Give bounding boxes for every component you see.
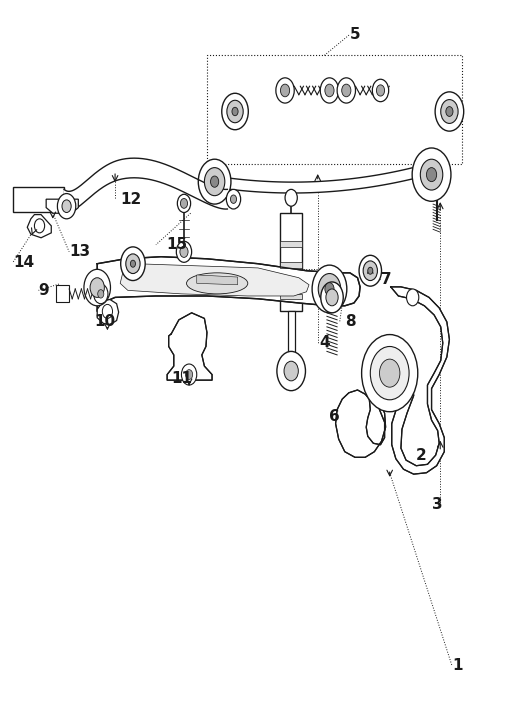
Circle shape bbox=[373, 79, 389, 102]
Text: 12: 12 bbox=[120, 192, 141, 206]
Circle shape bbox=[321, 282, 343, 312]
Circle shape bbox=[379, 359, 400, 387]
Circle shape bbox=[337, 78, 356, 103]
Text: 8: 8 bbox=[345, 315, 356, 329]
Circle shape bbox=[441, 100, 458, 124]
Text: 14: 14 bbox=[13, 255, 34, 270]
Polygon shape bbox=[335, 287, 449, 474]
Circle shape bbox=[181, 199, 187, 209]
Polygon shape bbox=[120, 264, 309, 296]
Circle shape bbox=[326, 289, 338, 306]
Polygon shape bbox=[97, 300, 119, 325]
Text: 6: 6 bbox=[329, 409, 340, 424]
Circle shape bbox=[407, 289, 419, 306]
Circle shape bbox=[186, 370, 192, 380]
Bar bbox=[280, 280, 302, 286]
Circle shape bbox=[285, 189, 297, 206]
Circle shape bbox=[320, 78, 338, 103]
Bar bbox=[280, 241, 302, 247]
Circle shape bbox=[98, 290, 104, 298]
Circle shape bbox=[35, 219, 45, 233]
Circle shape bbox=[342, 84, 351, 97]
Circle shape bbox=[227, 100, 243, 123]
Circle shape bbox=[318, 274, 341, 305]
Circle shape bbox=[446, 107, 453, 117]
Circle shape bbox=[62, 200, 71, 213]
Circle shape bbox=[57, 194, 76, 219]
Bar bbox=[280, 294, 302, 300]
Circle shape bbox=[281, 84, 289, 97]
Circle shape bbox=[182, 364, 197, 385]
Bar bbox=[56, 286, 69, 303]
Bar bbox=[280, 214, 302, 311]
Circle shape bbox=[325, 84, 334, 97]
Circle shape bbox=[121, 247, 145, 281]
Text: 4: 4 bbox=[319, 336, 330, 351]
Circle shape bbox=[377, 85, 384, 96]
Polygon shape bbox=[27, 215, 51, 238]
Circle shape bbox=[363, 261, 377, 281]
Circle shape bbox=[90, 278, 104, 298]
Bar bbox=[207, 55, 462, 164]
Circle shape bbox=[359, 255, 381, 286]
Circle shape bbox=[131, 260, 136, 267]
Text: 9: 9 bbox=[39, 283, 49, 298]
Circle shape bbox=[180, 246, 188, 257]
Bar bbox=[287, 311, 295, 361]
Text: 13: 13 bbox=[69, 245, 90, 259]
Circle shape bbox=[231, 195, 236, 204]
Text: 15: 15 bbox=[166, 238, 187, 252]
Circle shape bbox=[362, 334, 418, 411]
Circle shape bbox=[421, 159, 443, 190]
Circle shape bbox=[232, 107, 238, 116]
Circle shape bbox=[368, 267, 373, 274]
Circle shape bbox=[312, 265, 347, 312]
Text: 1: 1 bbox=[452, 658, 462, 673]
Circle shape bbox=[178, 194, 190, 213]
Text: 3: 3 bbox=[431, 497, 442, 512]
Circle shape bbox=[227, 189, 240, 209]
Circle shape bbox=[204, 168, 225, 196]
Circle shape bbox=[198, 159, 231, 204]
Circle shape bbox=[412, 148, 451, 201]
Circle shape bbox=[211, 176, 219, 187]
Polygon shape bbox=[97, 257, 360, 311]
Circle shape bbox=[325, 283, 334, 296]
Circle shape bbox=[426, 168, 437, 182]
Circle shape bbox=[126, 254, 140, 274]
Polygon shape bbox=[167, 312, 212, 380]
Circle shape bbox=[84, 269, 110, 306]
Text: 2: 2 bbox=[416, 448, 427, 462]
Circle shape bbox=[222, 93, 248, 130]
Circle shape bbox=[93, 284, 108, 304]
Text: 10: 10 bbox=[94, 315, 116, 329]
Polygon shape bbox=[46, 199, 78, 214]
Bar bbox=[13, 187, 64, 212]
Ellipse shape bbox=[187, 273, 248, 294]
Polygon shape bbox=[197, 275, 237, 285]
Circle shape bbox=[284, 361, 298, 381]
Circle shape bbox=[102, 305, 112, 318]
Circle shape bbox=[370, 346, 409, 399]
Text: 7: 7 bbox=[380, 272, 391, 287]
Circle shape bbox=[277, 351, 305, 391]
Circle shape bbox=[435, 92, 464, 131]
Text: 11: 11 bbox=[171, 370, 192, 385]
Circle shape bbox=[276, 78, 294, 103]
Bar bbox=[280, 262, 302, 268]
Circle shape bbox=[176, 241, 191, 262]
Text: 5: 5 bbox=[350, 27, 361, 42]
